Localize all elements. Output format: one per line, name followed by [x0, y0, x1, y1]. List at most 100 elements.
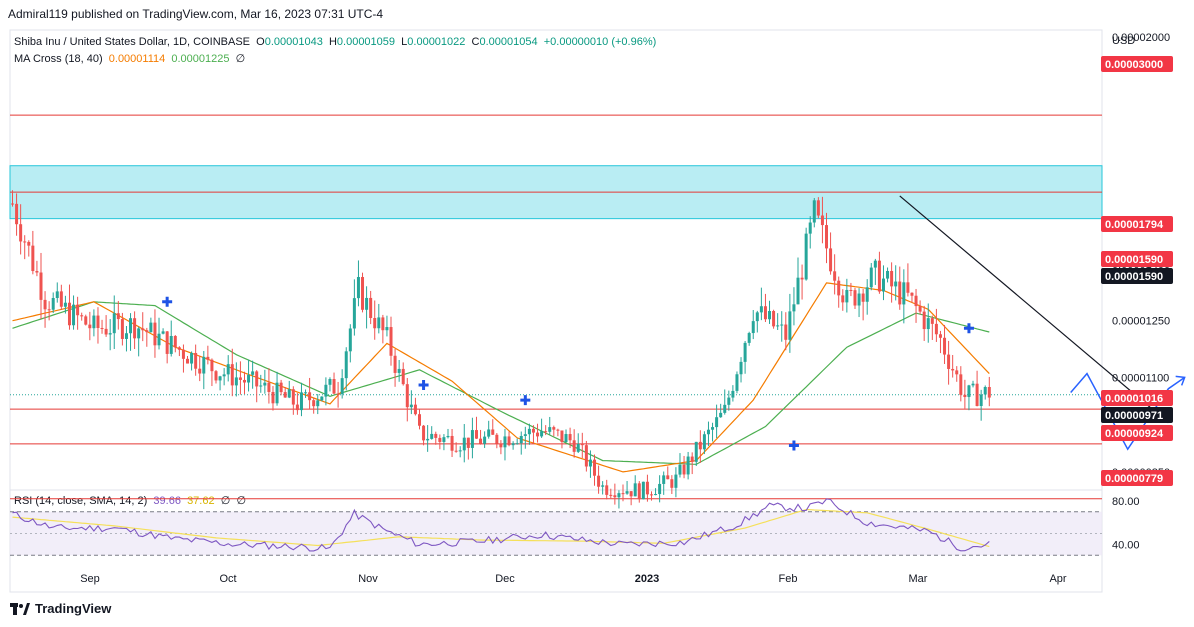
- candle-body: [446, 435, 450, 438]
- candle-body: [515, 443, 519, 445]
- candle-body: [72, 304, 76, 326]
- candle-body: [601, 485, 605, 487]
- price-tag-label: 0.00000924: [1105, 428, 1164, 440]
- candle-body: [458, 450, 462, 452]
- price-tag: [1101, 470, 1173, 486]
- candle-body: [251, 371, 255, 375]
- high-value: 0.00001059: [336, 36, 396, 48]
- candle-body: [645, 481, 649, 495]
- candle-body: [454, 450, 458, 452]
- candle-body: [218, 376, 222, 381]
- candle-body: [80, 315, 84, 317]
- rsi-indicator-name[interactable]: RSI (14, close, SMA, 14, 2): [14, 495, 148, 507]
- x-tick-label: 2023: [635, 573, 659, 585]
- candle-body: [299, 392, 303, 411]
- candle-body: [361, 277, 365, 310]
- candle-body: [397, 368, 401, 373]
- candle-body: [271, 391, 275, 404]
- candle-body: [792, 304, 796, 312]
- candle-body: [800, 277, 804, 280]
- candle-body: [507, 436, 511, 446]
- ma-flag: ∅: [235, 53, 246, 65]
- candle-body: [210, 359, 214, 372]
- candle-body: [983, 387, 987, 395]
- candle-body: [715, 417, 719, 428]
- candle-body: [560, 430, 564, 443]
- candle-body: [438, 437, 442, 442]
- price-tag: [1101, 56, 1173, 72]
- candle-body: [67, 302, 71, 326]
- candle-body: [890, 270, 894, 287]
- low-value: 0.00001022: [407, 36, 466, 48]
- currency-label: USD: [1112, 35, 1136, 47]
- candle-body: [499, 443, 503, 448]
- y-tick-label: 0.00001250: [1112, 316, 1170, 328]
- candle-body: [759, 306, 763, 313]
- ma-indicator-name[interactable]: MA Cross (18, 40): [14, 53, 103, 65]
- candle-body: [422, 425, 426, 441]
- ma-slow-value: 0.00001225: [171, 53, 230, 65]
- rsi-ma-line: [12, 508, 990, 548]
- candle-body: [409, 404, 413, 408]
- rsi-line: [12, 498, 990, 552]
- candle-body: [662, 475, 666, 484]
- ma-cross-marker: [788, 440, 799, 451]
- candle-body: [637, 483, 641, 500]
- candle-body: [511, 443, 515, 446]
- candle-body: [564, 434, 568, 443]
- candle-body: [255, 371, 259, 387]
- projection-path: [1070, 372, 1186, 451]
- candle-body: [247, 374, 251, 383]
- candle-body: [649, 494, 653, 496]
- candle-body: [88, 324, 92, 329]
- candle-body: [967, 385, 971, 398]
- x-tick-label: Mar: [909, 573, 928, 585]
- candle-body: [165, 331, 169, 354]
- candle-body: [418, 414, 421, 426]
- candle-body: [743, 342, 747, 362]
- ma-cross-marker: [963, 323, 974, 334]
- tradingview-logo[interactable]: TradingView: [10, 601, 111, 616]
- ma-cross-marker: [520, 395, 531, 406]
- candle-body: [820, 215, 824, 226]
- candle-body: [462, 437, 466, 451]
- candle-body: [755, 312, 759, 322]
- candle-body: [698, 441, 702, 450]
- candle-body: [629, 491, 633, 497]
- candle-body: [780, 324, 784, 326]
- candle-body: [39, 272, 43, 300]
- candle-body: [47, 309, 51, 311]
- candle-body: [365, 297, 369, 310]
- candle-body: [869, 267, 873, 288]
- candle-body: [845, 289, 849, 303]
- candle-body: [955, 370, 959, 375]
- candle-body: [654, 494, 658, 496]
- candle-body: [120, 319, 124, 339]
- candle-body: [149, 322, 153, 333]
- candle-body: [194, 352, 198, 369]
- candle-body: [609, 494, 613, 496]
- candle-body: [633, 483, 637, 497]
- candle-body: [198, 368, 202, 374]
- candle-body: [804, 233, 808, 280]
- candle-body: [763, 306, 767, 320]
- rsi-tick-label: 80.00: [1112, 496, 1140, 508]
- candle-body: [320, 396, 324, 401]
- candle-body: [405, 384, 409, 408]
- candle-body: [674, 474, 678, 488]
- symbol-legend: Shiba Inu / United States Dollar, 1D, CO…: [14, 36, 656, 48]
- candle-body: [841, 295, 845, 303]
- symbol-name[interactable]: Shiba Inu / United States Dollar, 1D, CO…: [14, 36, 251, 48]
- candle-body: [857, 293, 861, 306]
- candle-body: [308, 392, 312, 401]
- candle-body: [556, 429, 560, 431]
- candle-body: [979, 394, 983, 407]
- candle-body: [963, 394, 967, 398]
- candle-body: [593, 459, 597, 476]
- candle-body: [287, 389, 291, 398]
- price-tag: [1101, 251, 1173, 267]
- candle-body: [536, 432, 540, 437]
- candle-body: [727, 397, 731, 405]
- candle-body: [104, 328, 108, 335]
